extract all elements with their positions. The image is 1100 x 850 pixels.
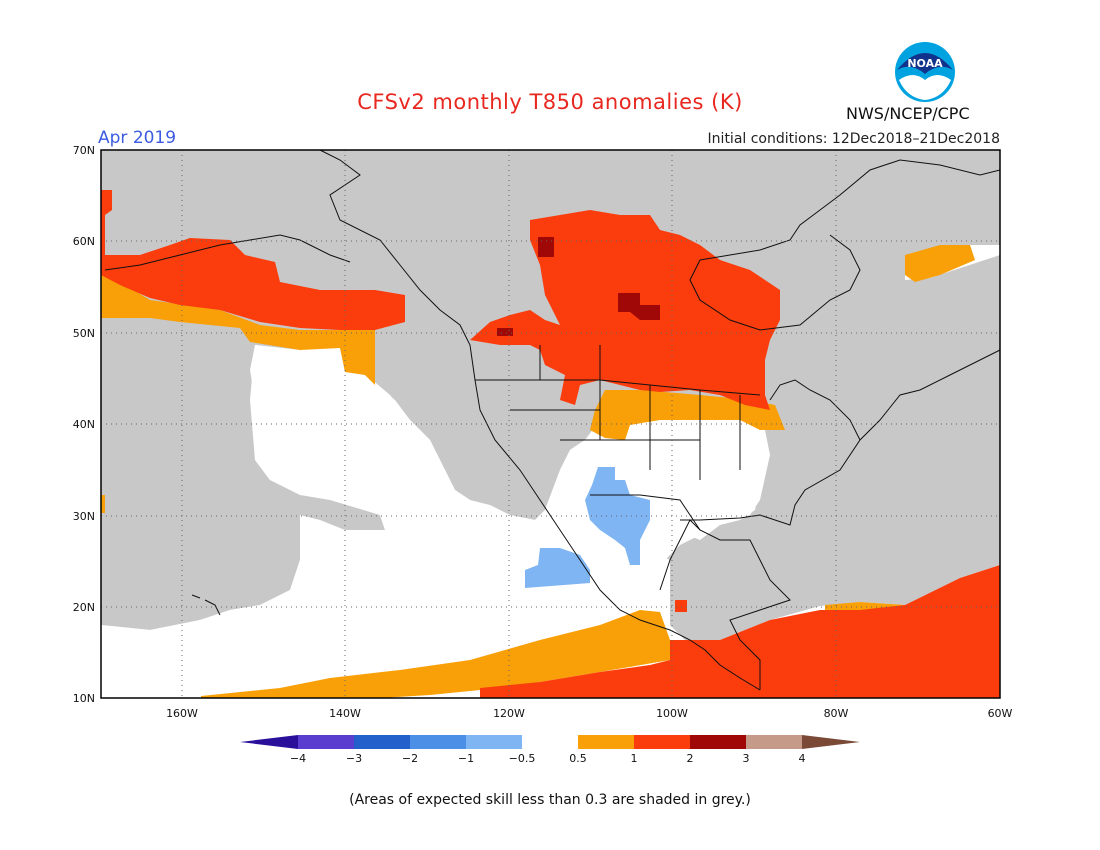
legend-arrow-low	[240, 735, 298, 749]
lon-label: 60W	[988, 707, 1013, 720]
lat-label: 30N	[73, 510, 95, 523]
legend-swatch	[354, 735, 410, 749]
legend-tick-label: −3	[346, 752, 362, 765]
anomaly-blue-areas	[525, 467, 650, 588]
initial-conditions: Initial conditions: 12Dec2018–21Dec2018	[707, 131, 1000, 147]
legend-tick-label: 1	[631, 752, 638, 765]
lon-label: 80W	[824, 707, 849, 720]
lon-label: 160W	[166, 707, 198, 720]
legend-swatch	[522, 735, 578, 749]
legend-tick-label: 0.5	[569, 752, 587, 765]
coastlines	[104, 149, 1001, 691]
map-title: CFSv2 monthly T850 anomalies (K)	[357, 90, 743, 114]
legend-tick-label: 4	[799, 752, 806, 765]
longitude-labels: 160W 140W 120W 100W 80W 60W	[166, 707, 1012, 720]
logo-text: NOAA	[907, 57, 943, 70]
color-legend: −4 −3 −2 −1 −0.5 0.5 1 2 3 4	[240, 735, 860, 765]
agency-label: NWS/NCEP/CPC	[846, 104, 970, 123]
lat-label: 10N	[73, 692, 95, 705]
lon-label: 100W	[656, 707, 688, 720]
legend-tick-label: 3	[743, 752, 750, 765]
legend-tick-label: −0.5	[509, 752, 536, 765]
lat-label: 20N	[73, 601, 95, 614]
legend-swatch	[634, 735, 690, 749]
skill-footnote: (Areas of expected skill less than 0.3 a…	[349, 792, 751, 808]
lon-label: 120W	[493, 707, 525, 720]
forecast-month: Apr 2019	[98, 128, 177, 148]
legend-tick-label: 2	[687, 752, 694, 765]
latitude-labels: 70N 60N 50N 40N 30N 20N 10N	[73, 144, 95, 705]
legend-swatch	[578, 735, 634, 749]
anomaly-darkred-areas	[497, 237, 660, 336]
legend-tick-label: −2	[402, 752, 418, 765]
legend-tick-label: −1	[458, 752, 474, 765]
lat-label: 50N	[73, 327, 95, 340]
lon-label: 140W	[329, 707, 361, 720]
legend-swatch	[298, 735, 354, 749]
lat-label: 70N	[73, 144, 95, 157]
legend-swatch	[690, 735, 746, 749]
legend-arrow-high	[802, 735, 860, 749]
legend-swatch	[466, 735, 522, 749]
legend-tick-label: −4	[290, 752, 306, 765]
noaa-logo-icon: NOAA	[895, 42, 955, 102]
lat-label: 40N	[73, 418, 95, 431]
legend-swatch	[410, 735, 466, 749]
lat-label: 60N	[73, 235, 95, 248]
map-frame	[100, 149, 1001, 699]
legend-swatch	[746, 735, 802, 749]
